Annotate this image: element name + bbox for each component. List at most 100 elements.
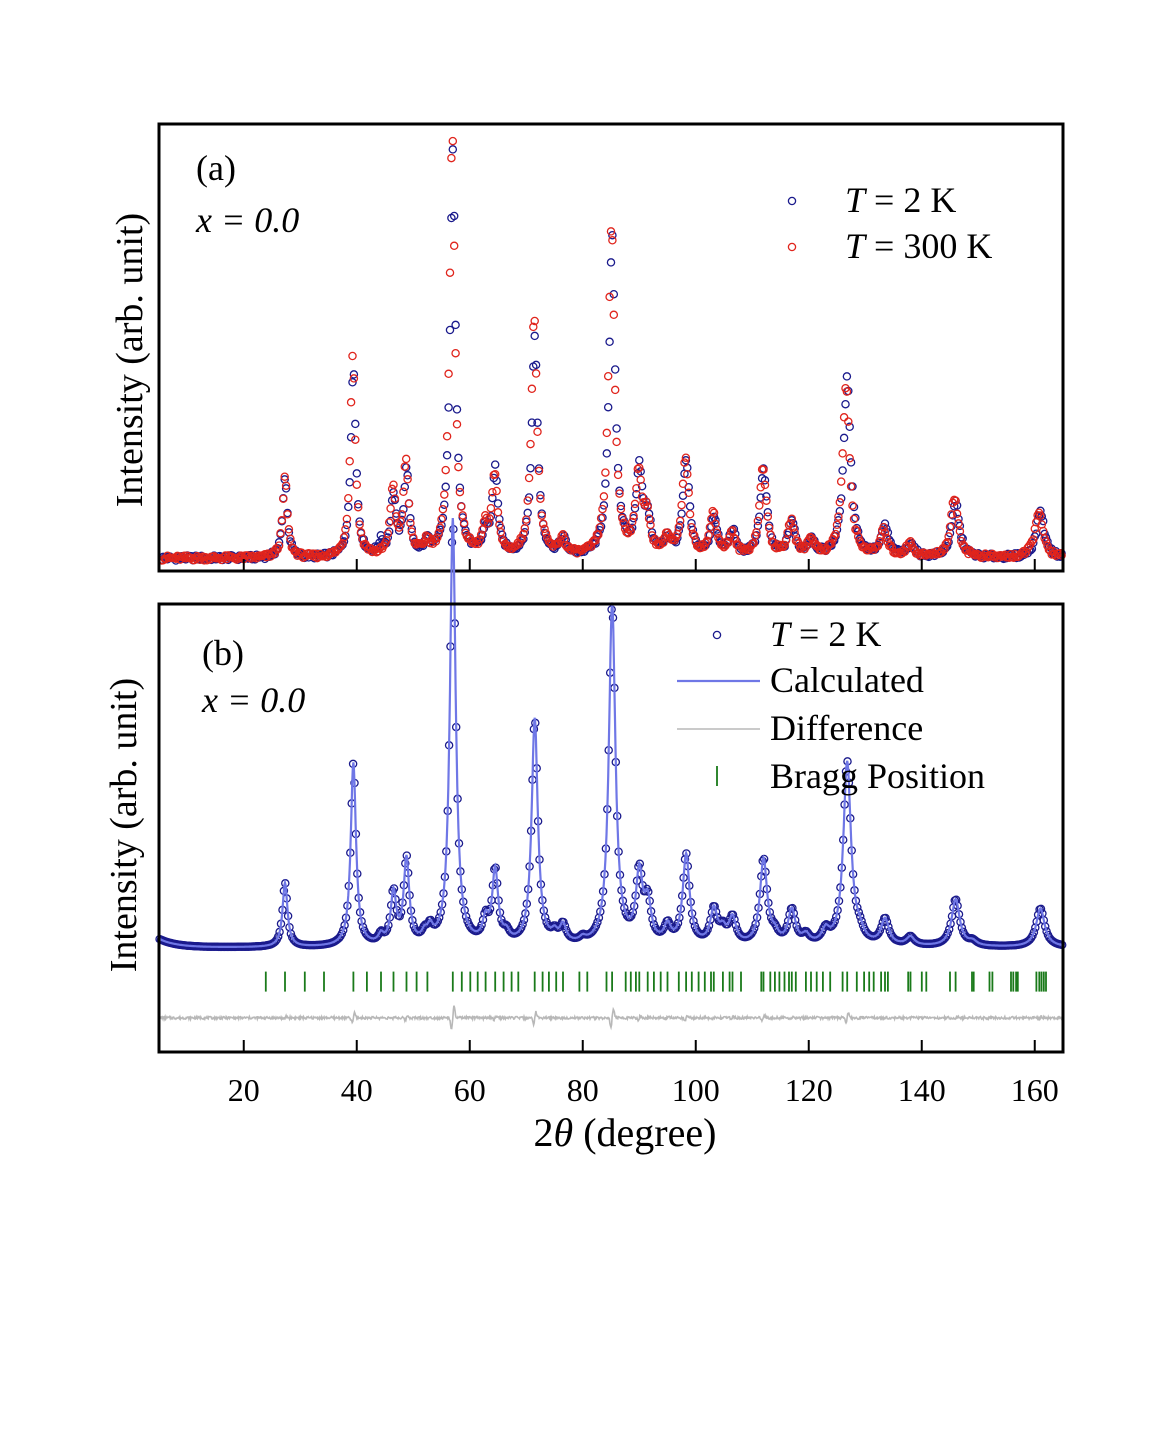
data-point-300k	[729, 533, 739, 542]
data-point-2k	[685, 502, 695, 511]
data-point-2k	[842, 372, 852, 381]
data-point-300k	[442, 432, 452, 441]
observed-point	[433, 917, 443, 926]
panel-b-x-tick-labels: 20 40 60 80 100 120 140 160	[228, 1072, 1059, 1108]
x-tick-label: 100	[672, 1072, 720, 1108]
data-point-300k	[873, 541, 883, 551]
data-point-300k	[276, 528, 285, 538]
data-point-300k	[458, 511, 467, 520]
data-point-300k	[346, 398, 356, 407]
data-point-300k	[424, 532, 434, 542]
data-point-2k	[444, 403, 453, 412]
data-point-300k	[438, 504, 448, 514]
panel-a-data-points	[157, 136, 1066, 565]
data-point-300k	[286, 534, 295, 544]
data-point-300k	[403, 475, 412, 484]
data-point-2k	[406, 514, 415, 523]
data-point-2k	[346, 432, 356, 442]
data-point-2k	[399, 505, 408, 514]
data-point-300k	[945, 522, 955, 532]
data-point-300k	[445, 268, 455, 277]
data-point-300k	[749, 539, 758, 548]
data-point-300k	[618, 513, 627, 523]
data-point-300k	[685, 509, 695, 519]
data-point-2k	[609, 289, 619, 299]
data-point-300k	[595, 523, 604, 532]
data-point-300k	[534, 466, 544, 476]
data-point-300k	[459, 518, 469, 528]
panel-a-x-ticks	[242, 559, 1036, 571]
data-point-300k	[681, 453, 691, 462]
data-point-2k	[610, 365, 620, 374]
data-point-300k	[519, 529, 528, 539]
data-point-2k	[445, 325, 455, 335]
data-point-300k	[906, 537, 915, 546]
observed-point	[703, 925, 712, 934]
data-point-300k	[517, 534, 527, 543]
data-point-2k	[533, 418, 542, 427]
data-point-2k	[835, 506, 845, 516]
data-point-300k	[1036, 511, 1045, 520]
data-point-2k	[407, 524, 417, 534]
data-point-300k	[680, 458, 689, 467]
data-point-2k	[454, 453, 463, 463]
data-point-300k	[944, 532, 953, 541]
data-point-300k	[493, 508, 503, 517]
data-point-300k	[524, 473, 534, 483]
data-point-300k	[397, 510, 407, 519]
data-point-2k	[606, 258, 616, 267]
data-point-300k	[615, 489, 624, 498]
data-point-300k	[796, 544, 805, 553]
data-point-300k	[390, 494, 400, 503]
data-point-300k	[530, 316, 539, 326]
data-point-300k	[947, 510, 956, 519]
panel-a-composition: x = 0.0	[195, 200, 299, 240]
data-point-300k	[441, 465, 450, 475]
data-point-300k	[942, 537, 952, 547]
data-point-300k	[630, 499, 640, 509]
data-point-300k	[626, 526, 636, 536]
data-point-300k	[879, 522, 888, 532]
data-point-2k	[536, 490, 545, 500]
data-point-300k	[880, 528, 890, 538]
x-tick-label: 40	[341, 1072, 373, 1108]
data-point-300k	[440, 490, 449, 499]
data-point-300k	[606, 227, 616, 236]
data-point-300k	[649, 536, 658, 545]
data-point-2k	[629, 513, 638, 523]
data-point-300k	[683, 469, 692, 479]
data-point-300k	[444, 369, 453, 379]
observed-point	[943, 929, 952, 938]
data-point-300k	[431, 537, 441, 546]
data-point-2k	[451, 320, 460, 330]
observed-point	[382, 925, 392, 934]
data-point-2k	[605, 337, 614, 347]
data-point-2k	[602, 449, 612, 458]
data-point-300k	[457, 502, 466, 511]
data-point-300k	[817, 545, 826, 555]
data-point-300k	[1029, 535, 1038, 544]
data-point-2k	[599, 501, 609, 510]
data-point-300k	[616, 504, 626, 514]
observed-point	[872, 930, 882, 940]
data-point-300k	[646, 520, 655, 530]
data-point-300k	[838, 449, 847, 458]
data-point-300k	[613, 470, 623, 480]
data-point-300k	[684, 488, 693, 498]
panel-b-composition: x = 0.0	[201, 680, 305, 720]
data-point-300k	[386, 504, 395, 513]
data-point-2k	[287, 539, 297, 548]
data-point-300k	[954, 519, 963, 528]
data-point-300k	[756, 483, 765, 492]
data-point-2k	[345, 478, 354, 487]
legend-label-calculated: Calculated	[770, 660, 924, 700]
data-point-300k	[280, 472, 289, 481]
data-point-2k	[489, 473, 499, 483]
data-point-300k	[338, 539, 347, 548]
data-point-2k	[534, 464, 544, 473]
data-point-300k	[1024, 541, 1034, 551]
data-point-2k	[531, 360, 541, 370]
data-point-300k	[351, 435, 360, 444]
data-point-2k	[527, 418, 537, 427]
